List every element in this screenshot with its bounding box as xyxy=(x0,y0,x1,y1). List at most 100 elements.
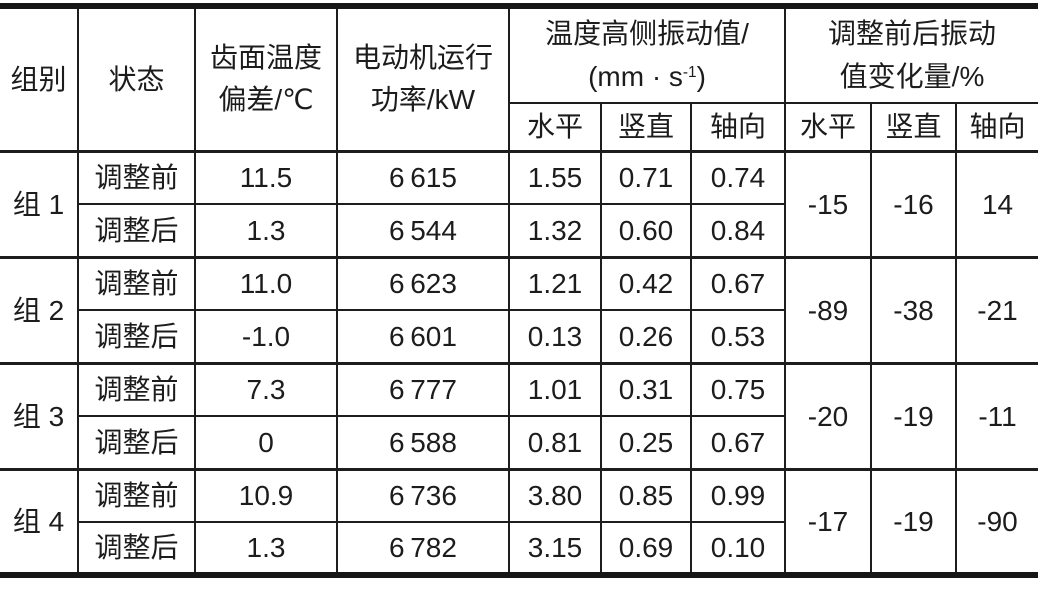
vib-horizontal-cell: 3.80 xyxy=(508,467,602,523)
header-temp-line1: 齿面温度 xyxy=(209,41,322,73)
vib-axial-cell: 0.53 xyxy=(690,309,785,364)
group-label: 组 1 xyxy=(0,150,79,258)
subheader-vib-vertical: 竖直 xyxy=(600,102,692,153)
vib-horizontal-cell: 1.55 xyxy=(508,150,602,205)
unit-superscript: -1 xyxy=(682,64,697,82)
table-row: 组 3 调整前 7.3 6 777 1.01 0.31 0.75 -20 -19… xyxy=(0,361,1038,470)
group-label: 组 3 xyxy=(0,361,79,470)
header-vibration: 温度高侧振动值/ (mm · s-1) xyxy=(508,5,786,104)
power-cell: 6 736 xyxy=(336,467,510,523)
change-axial-cell: 14 xyxy=(954,150,1038,258)
table-row: 组 4 调整前 10.9 6 736 3.80 0.85 0.99 -17 -1… xyxy=(0,467,1038,576)
subheader-vib-axial: 轴向 xyxy=(690,102,786,153)
vib-vertical-cell: 0.31 xyxy=(600,361,692,417)
temp-cell: 7.3 xyxy=(194,361,338,417)
vib-horizontal-cell: 3.15 xyxy=(508,521,602,576)
table-row: 组 1 调整前 11.5 6 615 1.55 0.71 0.74 -15 -1… xyxy=(0,150,1038,258)
change-axial-cell: -21 xyxy=(954,255,1038,364)
group-label: 组 4 xyxy=(0,467,79,576)
vib-horizontal-cell: 1.21 xyxy=(508,255,602,311)
subheader-change-vertical: 竖直 xyxy=(870,102,957,153)
vib-axial-cell: 0.74 xyxy=(690,150,786,205)
table-row: 调整后 1.3 6 782 3.15 0.69 0.10 xyxy=(0,521,1038,576)
power-cell: 6 544 xyxy=(336,203,510,258)
vib-axial-cell: 0.67 xyxy=(690,415,785,470)
table-row: 调整后 0 6 588 0.81 0.25 0.67 xyxy=(0,415,1038,470)
table-header: 组别 状态 齿面温度 偏差/℃ 电动机运行 功率/kW 温度高侧振动值/ (mm… xyxy=(0,5,1038,153)
vib-vertical-cell: 0.85 xyxy=(600,467,692,523)
change-vertical-cell: -19 xyxy=(870,361,957,470)
unit-suffix: ) xyxy=(696,60,706,92)
header-vibration-unit: (mm · s-1) xyxy=(511,56,783,99)
temp-cell: 1.3 xyxy=(194,203,338,258)
temp-cell: 10.9 xyxy=(194,467,338,523)
power-cell: 6 601 xyxy=(336,309,510,364)
change-axial-cell: -90 xyxy=(954,467,1038,576)
header-change: 调整前后振动 值变化量/% xyxy=(783,5,1038,104)
vib-vertical-cell: 0.60 xyxy=(600,203,692,258)
status-cell: 调整前 xyxy=(77,467,196,523)
temp-cell: -1.0 xyxy=(194,309,338,364)
header-group: 组别 xyxy=(0,5,79,153)
change-vertical-cell: -38 xyxy=(870,255,957,364)
header-power-line2: 功率/kW xyxy=(370,84,476,116)
subheader-change-axial: 轴向 xyxy=(954,102,1038,153)
vib-vertical-cell: 0.42 xyxy=(600,255,692,311)
vib-axial-cell: 0.84 xyxy=(690,203,785,258)
group-label: 组 2 xyxy=(0,255,79,364)
vib-horizontal-cell: 1.01 xyxy=(508,361,602,417)
change-horizontal-cell: -20 xyxy=(784,361,872,470)
header-change-line1: 调整前后振动 xyxy=(828,17,997,49)
status-cell: 调整前 xyxy=(77,150,196,205)
power-cell: 6 615 xyxy=(336,150,510,205)
unit-prefix: (mm · s xyxy=(588,60,683,92)
power-cell: 6 782 xyxy=(336,521,510,576)
status-cell: 调整后 xyxy=(78,309,196,364)
power-cell: 6 623 xyxy=(336,255,510,311)
temp-cell: 11.5 xyxy=(194,150,338,205)
change-horizontal-cell: -89 xyxy=(784,255,872,364)
vib-axial-cell: 0.99 xyxy=(690,467,786,523)
subheader-change-horizontal: 水平 xyxy=(784,102,872,153)
temp-cell: 1.3 xyxy=(194,521,338,576)
vib-horizontal-cell: 0.81 xyxy=(508,415,602,470)
header-row-sub: 水平 竖直 轴向 水平 竖直 轴向 xyxy=(0,102,1038,153)
vib-vertical-cell: 0.69 xyxy=(600,521,692,576)
status-cell: 调整前 xyxy=(77,255,196,311)
status-cell: 调整后 xyxy=(78,415,196,470)
table-body: 组 1 调整前 11.5 6 615 1.55 0.71 0.74 -15 -1… xyxy=(0,150,1038,576)
header-temp: 齿面温度 偏差/℃ xyxy=(194,5,338,153)
power-cell: 6 588 xyxy=(336,415,510,470)
header-temp-line2: 偏差/℃ xyxy=(218,84,314,116)
change-horizontal-cell: -15 xyxy=(784,150,872,258)
change-horizontal-cell: -17 xyxy=(784,467,872,576)
header-power-line1: 电动机运行 xyxy=(352,41,493,73)
table-row: 调整后 -1.0 6 601 0.13 0.26 0.53 xyxy=(0,309,1038,364)
data-table: 组别 状态 齿面温度 偏差/℃ 电动机运行 功率/kW 温度高侧振动值/ (mm… xyxy=(0,3,1038,578)
vib-vertical-cell: 0.26 xyxy=(600,309,692,364)
header-row-top: 组别 状态 齿面温度 偏差/℃ 电动机运行 功率/kW 温度高侧振动值/ (mm… xyxy=(0,5,1038,153)
header-status: 状态 xyxy=(77,5,196,153)
temp-cell: 11.0 xyxy=(194,255,338,311)
status-cell: 调整前 xyxy=(77,361,196,417)
vib-horizontal-cell: 1.32 xyxy=(508,203,602,258)
subheader-vib-horizontal: 水平 xyxy=(509,102,602,153)
vib-axial-cell: 0.75 xyxy=(690,361,786,417)
vib-axial-cell: 0.10 xyxy=(690,521,785,576)
table-row: 组 2 调整前 11.0 6 623 1.21 0.42 0.67 -89 -3… xyxy=(0,255,1038,364)
header-power: 电动机运行 功率/kW xyxy=(336,5,510,153)
vib-horizontal-cell: 0.13 xyxy=(508,309,602,364)
vib-vertical-cell: 0.71 xyxy=(600,150,692,205)
table-row: 调整后 1.3 6 544 1.32 0.60 0.84 xyxy=(0,203,1038,258)
change-vertical-cell: -16 xyxy=(870,150,957,258)
status-cell: 调整后 xyxy=(78,521,196,576)
power-cell: 6 777 xyxy=(336,361,510,417)
vib-axial-cell: 0.67 xyxy=(690,255,786,311)
page: 组别 状态 齿面温度 偏差/℃ 电动机运行 功率/kW 温度高侧振动值/ (mm… xyxy=(0,3,1038,591)
change-vertical-cell: -19 xyxy=(870,467,957,576)
change-axial-cell: -11 xyxy=(954,361,1038,470)
vib-vertical-cell: 0.25 xyxy=(600,415,692,470)
header-vibration-line1: 温度高侧振动值/ xyxy=(545,17,749,49)
temp-cell: 0 xyxy=(194,415,338,470)
header-change-line2: 值变化量/% xyxy=(839,60,985,92)
